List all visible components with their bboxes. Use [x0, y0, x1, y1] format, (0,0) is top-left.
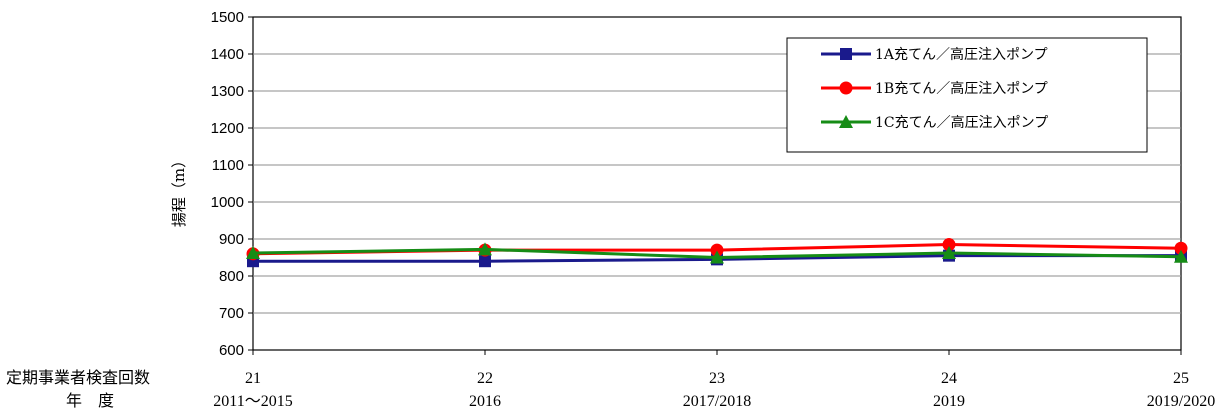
x-tick-label-year: 2019/2020: [1147, 393, 1215, 410]
y-axis-ticks: 600 700 800 900 1000 1100 1200 1300 1400 1500: [211, 9, 253, 359]
inspection-count-row-label: 定期事業者検査回数: [6, 368, 150, 387]
legend-item: 1C充てん／高圧注入ポンプ: [821, 114, 1048, 131]
x-axis-ticks: 21 2011～2015 22 2016 23 2017/2018 24 2019 25 2019…: [213, 350, 1215, 410]
y-tick-label: 1200: [211, 120, 244, 137]
series-layer: [246, 238, 1188, 268]
data-point: [710, 243, 724, 257]
y-tick-label: 800: [219, 268, 244, 285]
data-point: [479, 255, 491, 268]
y-tick-label: 1300: [211, 83, 244, 100]
data-point: [710, 250, 724, 264]
fiscal-year-row-label: 年 度: [66, 391, 114, 410]
x-tick-label-year: 2019: [933, 393, 965, 410]
y-tick-label: 700: [219, 305, 244, 322]
data-point: [246, 246, 260, 260]
y-tick-label: 1100: [212, 157, 244, 174]
y-tick-label: 1500: [211, 9, 244, 26]
x-tick-label-count: 22: [477, 370, 493, 387]
x-tick-label-count: 25: [1173, 370, 1189, 387]
data-point: [1174, 241, 1188, 255]
y-axis-label: 揚程（m）: [170, 153, 188, 227]
legend: 1A充てん／高圧注入ポンプ 1B充てん／高圧注入ポンプ 1C充てん／高圧注入ポンプ: [786, 37, 1148, 153]
data-point: [942, 246, 956, 260]
legend-label: 1B充てん／高圧注入ポンプ: [875, 80, 1048, 97]
legend-item: 1B充てん／高圧注入ポンプ: [821, 80, 1048, 97]
y-tick-label: 1000: [211, 194, 244, 211]
data-point: [942, 238, 956, 252]
data-point: [1174, 249, 1188, 263]
x-tick-label-count: 24: [941, 370, 957, 387]
series-3: [246, 242, 1188, 264]
legend-swatch-marker: [840, 48, 852, 60]
x-tick-label-year: 2011～2015: [213, 393, 292, 410]
x-tick-label-year: 2016: [469, 393, 501, 410]
y-tick-label: 600: [219, 342, 244, 359]
legend-label: 1A充てん／高圧注入ポンプ: [875, 46, 1048, 63]
legend-swatch-marker: [839, 115, 853, 128]
x-tick-label-year: 2017/2018: [683, 393, 751, 410]
legend-swatch-marker: [839, 81, 853, 95]
data-point: [478, 242, 492, 256]
x-tick-label-count: 21: [245, 370, 261, 387]
legend-item: 1A充てん／高圧注入ポンプ: [821, 46, 1048, 63]
y-tick-label: 1400: [211, 46, 244, 63]
x-tick-label-count: 23: [709, 370, 725, 387]
y-tick-label: 900: [219, 231, 244, 248]
legend-label: 1C充てん／高圧注入ポンプ: [875, 114, 1048, 131]
